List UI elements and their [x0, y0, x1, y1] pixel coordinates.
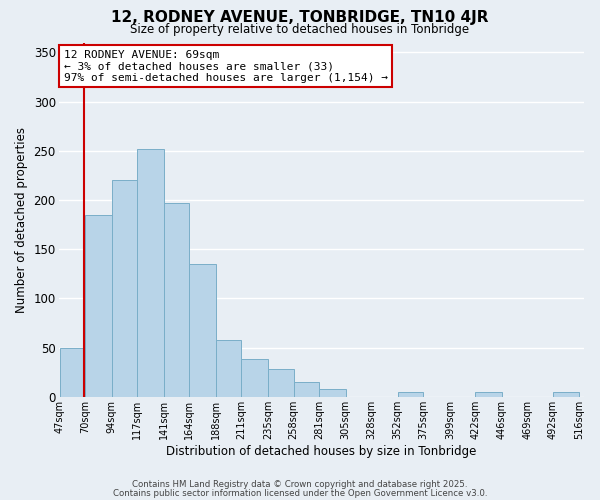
Bar: [293, 382, 319, 397]
Bar: [553, 392, 580, 397]
Bar: [319, 389, 346, 397]
Bar: [475, 392, 502, 397]
Bar: [164, 203, 190, 397]
Text: 12 RODNEY AVENUE: 69sqm
← 3% of detached houses are smaller (33)
97% of semi-det: 12 RODNEY AVENUE: 69sqm ← 3% of detached…: [64, 50, 388, 83]
X-axis label: Distribution of detached houses by size in Tonbridge: Distribution of detached houses by size …: [166, 444, 476, 458]
Y-axis label: Number of detached properties: Number of detached properties: [15, 126, 28, 312]
Bar: [241, 360, 268, 397]
Text: Contains HM Land Registry data © Crown copyright and database right 2025.: Contains HM Land Registry data © Crown c…: [132, 480, 468, 489]
Bar: [59, 348, 85, 397]
Text: Contains public sector information licensed under the Open Government Licence v3: Contains public sector information licen…: [113, 489, 487, 498]
Bar: [190, 264, 216, 397]
Bar: [398, 392, 423, 397]
Text: Size of property relative to detached houses in Tonbridge: Size of property relative to detached ho…: [130, 22, 470, 36]
Bar: [268, 369, 293, 397]
Text: 12, RODNEY AVENUE, TONBRIDGE, TN10 4JR: 12, RODNEY AVENUE, TONBRIDGE, TN10 4JR: [111, 10, 489, 25]
Bar: [85, 214, 112, 397]
Bar: [112, 180, 137, 397]
Bar: [137, 149, 164, 397]
Bar: [216, 340, 241, 397]
